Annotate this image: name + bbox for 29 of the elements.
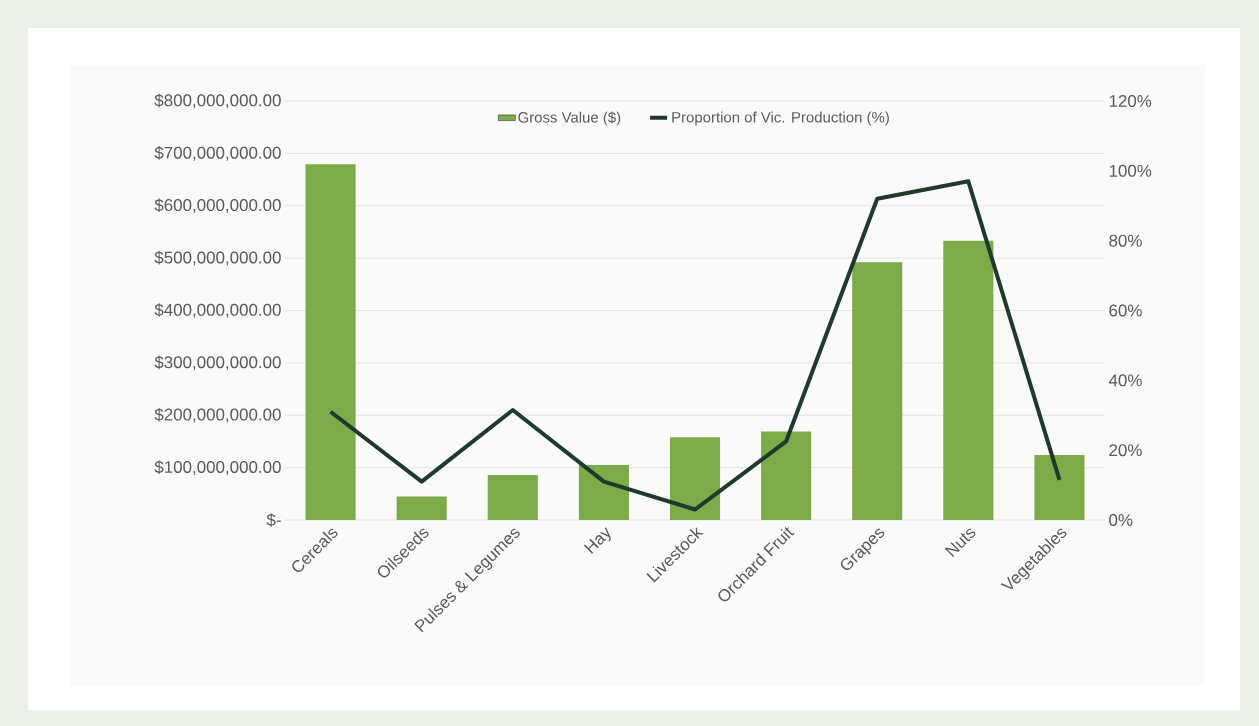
y-tick-label: $800,000,000.00	[154, 93, 281, 109]
y-tick-label: $500,000,000.00	[154, 250, 281, 266]
y-tick-label: $600,000,000.00	[154, 198, 281, 214]
y2-tick-label: 0%	[1109, 514, 1133, 526]
y2-tick-label: 60%	[1109, 304, 1142, 317]
bar	[305, 164, 356, 520]
y2-tick-label: 120%	[1109, 94, 1152, 107]
line-series	[328, 179, 1062, 512]
bar	[761, 431, 812, 520]
y-tick-label: $-	[266, 513, 281, 527]
bar	[578, 465, 629, 520]
y2-tick-label: 20%	[1109, 444, 1142, 457]
y-tick-label: $400,000,000.00	[154, 303, 281, 318]
y-tick-label: $100,000,000.00	[154, 460, 281, 475]
legend-label: Gross Value ($)	[518, 111, 621, 126]
y2-tick-label: 100%	[1109, 164, 1152, 177]
bar	[852, 262, 903, 520]
bar	[669, 437, 721, 520]
bar	[1034, 455, 1085, 520]
bar	[943, 240, 994, 520]
y2-tick-label: 40%	[1108, 374, 1142, 387]
bar	[396, 496, 447, 520]
y-tick-label: $700,000,000.00	[154, 146, 281, 161]
y-tick-label: $300,000,000.00	[154, 355, 281, 371]
x-tick-label: Hay	[583, 527, 611, 554]
bar	[487, 474, 538, 520]
legend-label: Proportion of Vic. Production (%)	[672, 111, 889, 126]
y-tick-label: $200,000,000.00	[154, 407, 281, 423]
y2-tick-label: 80%	[1109, 234, 1142, 247]
